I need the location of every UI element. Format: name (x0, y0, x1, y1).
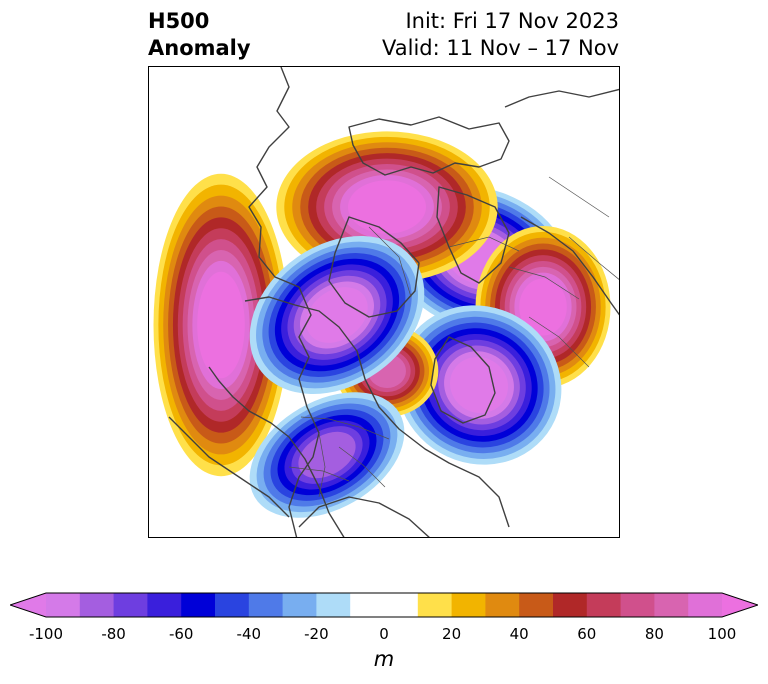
colorbar-tick-label: 40 (509, 625, 529, 643)
init-date: Init: Fri 17 Nov 2023 (405, 9, 619, 33)
colorbar-bin (79, 593, 115, 617)
coastlines (168, 67, 619, 537)
colorbar-bin (215, 593, 250, 617)
colorbar-bin (586, 593, 622, 617)
colorbar-tick-label: -80 (101, 625, 126, 643)
colorbar-tick-label: -40 (236, 625, 262, 643)
colorbar-tick-label: -20 (304, 625, 329, 643)
scandinavia-low-contour (450, 356, 508, 414)
colorbar-unit: m (373, 647, 395, 671)
colorbar-bin (248, 593, 284, 617)
colorbar-bin (282, 593, 317, 617)
anomaly-field (153, 131, 611, 518)
colorbar-bin (654, 593, 689, 617)
colorbar-tick-label: -100 (28, 625, 64, 643)
colorbar-bin (688, 593, 723, 617)
north-atlantic-low-contour (306, 287, 368, 343)
political-borders (288, 176, 619, 498)
colorbar-bin (350, 593, 419, 617)
colorbar-bin (181, 593, 216, 617)
anomaly-map (153, 67, 619, 537)
colorbar-bin (519, 593, 554, 617)
colorbar-bin (451, 593, 486, 617)
colorbar-bin (113, 593, 148, 617)
colorbar-bin (553, 593, 588, 617)
colorbar-tick-label: 0 (379, 625, 389, 643)
colorbar-tick-label: 100 (707, 625, 737, 643)
chart-dates: Init: Fri 17 Nov 2023 Valid: 11 Nov – 17… (382, 8, 619, 62)
colorbar-tick-label: -60 (168, 625, 194, 643)
colorbar-tick-label: 60 (577, 625, 597, 643)
colorbar-extend-high (722, 593, 758, 617)
colorbar-bin (147, 593, 182, 617)
arctic-siberia-high-contour (197, 271, 245, 379)
russia-high-contour (348, 180, 426, 234)
colorbar-bin (485, 593, 520, 617)
colorbar-bin (46, 593, 81, 617)
map-panel (148, 66, 620, 538)
colorbar-tick-label: 80 (644, 625, 664, 643)
colorbar-bin (417, 593, 453, 617)
colorbar-bin (316, 593, 351, 617)
colorbar-bin (620, 593, 655, 617)
western-us-low-contour (298, 431, 356, 479)
chart-title: H500 Anomaly (148, 9, 251, 60)
colorbar-outline (10, 592, 758, 618)
west-pacific-high-contour (519, 278, 567, 336)
colorbar (10, 592, 758, 618)
valid-range: Valid: 11 Nov – 17 Nov (382, 36, 619, 60)
colorbar-tick-label: 20 (442, 625, 462, 643)
colorbar-extend-low (10, 593, 46, 617)
